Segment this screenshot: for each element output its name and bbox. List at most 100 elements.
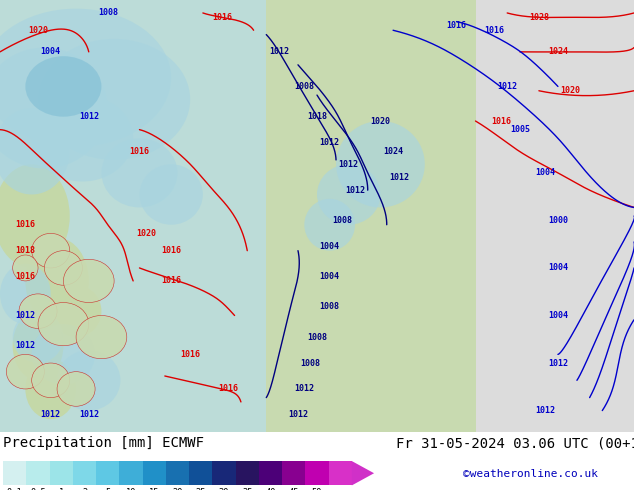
Ellipse shape (25, 56, 101, 117)
Bar (476, 0, 634, 432)
Text: 1020: 1020 (560, 86, 581, 95)
Ellipse shape (101, 138, 178, 207)
Text: 1008: 1008 (332, 216, 353, 225)
Text: 1008: 1008 (320, 302, 340, 311)
Text: Fr 31-05-2024 03.06 UTC (00+102): Fr 31-05-2024 03.06 UTC (00+102) (396, 436, 634, 450)
Bar (96, 461, 119, 486)
Text: 1016: 1016 (15, 272, 36, 281)
Ellipse shape (32, 324, 95, 385)
Ellipse shape (63, 259, 114, 302)
Text: 5: 5 (105, 488, 110, 490)
Text: 1012: 1012 (15, 341, 36, 350)
Text: 1018: 1018 (15, 246, 36, 255)
Text: 1012: 1012 (294, 385, 314, 393)
Text: 1000: 1000 (548, 216, 568, 225)
Ellipse shape (19, 294, 57, 328)
Text: 1028: 1028 (529, 13, 549, 22)
Bar (306, 461, 328, 486)
Ellipse shape (139, 164, 203, 225)
Ellipse shape (0, 164, 70, 268)
Text: 15: 15 (149, 488, 160, 490)
Text: 1004: 1004 (41, 48, 61, 56)
Text: 20: 20 (172, 488, 183, 490)
Ellipse shape (32, 95, 133, 181)
Text: 50: 50 (312, 488, 322, 490)
Text: 1012: 1012 (497, 82, 517, 91)
Text: 1005: 1005 (510, 125, 530, 134)
Text: 1020: 1020 (136, 229, 156, 238)
Text: 1016: 1016 (161, 246, 181, 255)
Text: Precipitation [mm] ECMWF: Precipitation [mm] ECMWF (3, 436, 204, 450)
Text: 1018: 1018 (307, 112, 327, 121)
Bar (266, 0, 476, 432)
Bar (119, 461, 143, 486)
Polygon shape (352, 461, 374, 486)
Ellipse shape (13, 311, 63, 380)
Text: 1012: 1012 (548, 359, 568, 368)
Text: 1016: 1016 (446, 22, 467, 30)
Text: 1012: 1012 (79, 112, 99, 121)
Ellipse shape (304, 199, 355, 251)
Ellipse shape (25, 238, 89, 324)
Text: 1012: 1012 (269, 48, 289, 56)
Text: 2: 2 (82, 488, 87, 490)
Text: 1016: 1016 (212, 13, 232, 22)
Text: 45: 45 (288, 488, 299, 490)
Ellipse shape (38, 39, 190, 160)
Ellipse shape (57, 372, 95, 406)
Bar (73, 461, 96, 486)
Text: 1008: 1008 (307, 333, 327, 342)
Bar (328, 461, 352, 486)
Ellipse shape (0, 108, 70, 195)
Text: 25: 25 (195, 488, 206, 490)
Text: 30: 30 (219, 488, 230, 490)
Text: 1016: 1016 (180, 350, 200, 359)
Text: 0.1: 0.1 (7, 488, 23, 490)
Text: 1024: 1024 (548, 48, 568, 56)
Text: 1016: 1016 (129, 147, 150, 156)
Text: 1008: 1008 (98, 8, 118, 18)
Text: 1008: 1008 (294, 82, 314, 91)
Text: 1016: 1016 (491, 117, 511, 125)
Text: 1: 1 (59, 488, 64, 490)
Text: 0.5: 0.5 (30, 488, 46, 490)
Text: 35: 35 (242, 488, 252, 490)
Text: 1004: 1004 (548, 311, 568, 320)
Ellipse shape (0, 9, 171, 147)
Ellipse shape (13, 311, 63, 363)
Bar (27, 461, 49, 486)
Text: 1016: 1016 (484, 26, 505, 35)
Ellipse shape (44, 251, 82, 285)
Bar (49, 461, 73, 486)
Text: 1012: 1012 (15, 311, 36, 320)
Ellipse shape (25, 359, 76, 419)
Bar (212, 461, 236, 486)
Ellipse shape (38, 302, 89, 346)
Bar (259, 461, 282, 486)
Text: 1012: 1012 (389, 172, 410, 182)
Text: 1016: 1016 (15, 220, 36, 229)
Text: 1008: 1008 (301, 359, 321, 368)
Text: 1004: 1004 (548, 264, 568, 272)
Ellipse shape (57, 350, 120, 411)
Ellipse shape (32, 363, 70, 397)
Text: 1020: 1020 (28, 26, 48, 35)
Text: 1012: 1012 (535, 406, 555, 415)
Ellipse shape (336, 121, 425, 207)
Ellipse shape (0, 48, 108, 169)
Ellipse shape (317, 164, 380, 225)
Text: 1012: 1012 (345, 186, 365, 195)
Ellipse shape (51, 285, 101, 337)
Ellipse shape (13, 255, 38, 281)
Bar (3, 461, 27, 486)
Text: 40: 40 (265, 488, 276, 490)
Bar (282, 461, 306, 486)
Text: 1004: 1004 (320, 242, 340, 251)
Text: 1012: 1012 (79, 411, 99, 419)
Text: 1020: 1020 (370, 117, 391, 125)
Text: 1012: 1012 (288, 411, 308, 419)
Bar (0, 0, 266, 432)
Ellipse shape (6, 354, 44, 389)
Text: 1024: 1024 (383, 147, 403, 156)
Ellipse shape (32, 233, 70, 268)
